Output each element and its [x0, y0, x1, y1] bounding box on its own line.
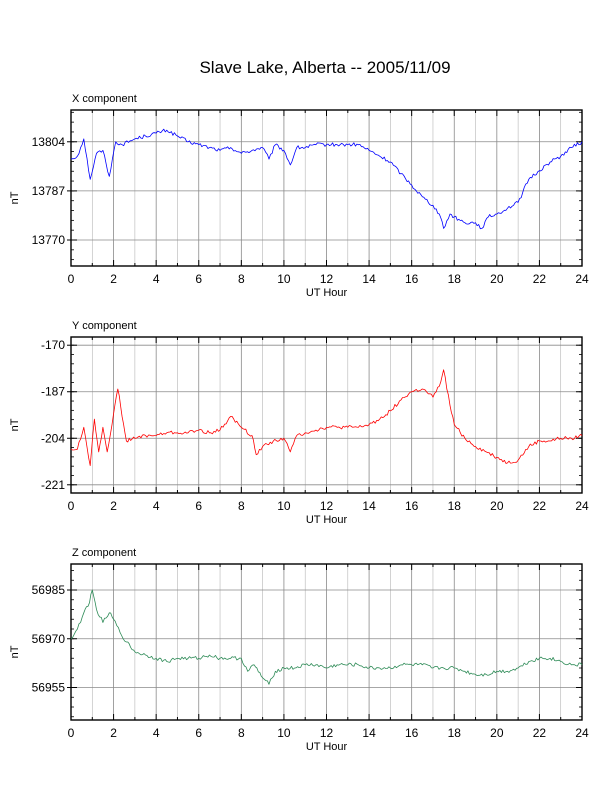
- panel-1-x-tick-label: 6: [195, 272, 202, 286]
- panel-1-y-tick-label: 13787: [32, 184, 66, 198]
- panel-2-x-axis-title: UT Hour: [306, 514, 348, 526]
- panel-1-y-tick-label: 13770: [32, 233, 66, 247]
- panel-2-y-tick-label: -221: [41, 478, 65, 492]
- panel-3-x-tick-label: 18: [448, 726, 462, 740]
- panel-2-x-tick-label: 4: [153, 499, 160, 513]
- panel-2-y-axis-title: nT: [9, 418, 21, 431]
- panel-2-y-tick-label: -204: [41, 431, 65, 445]
- panel-1-x-axis-title: UT Hour: [306, 287, 348, 299]
- panel-3-x-tick-label: 24: [575, 726, 589, 740]
- panel-1-series-line: [70, 128, 583, 230]
- panel-1-x-tick-label: 2: [110, 272, 117, 286]
- panel-3-series-line: [70, 589, 583, 685]
- panel-3-x-tick-label: 10: [277, 726, 291, 740]
- panel-1-y-tick-label: 13804: [32, 135, 66, 149]
- panel-2-x-tick-label: 14: [362, 499, 376, 513]
- panel-3-x-tick-label: 12: [320, 726, 334, 740]
- panel-2-x-tick-label: 8: [238, 499, 245, 513]
- panel-1-x-tick-label: 4: [153, 272, 160, 286]
- panel-1-title: X component: [72, 93, 137, 105]
- panel-3-x-tick-label: 4: [153, 726, 160, 740]
- panel-2-x-tick-label: 12: [320, 499, 334, 513]
- panel-2-x-tick-label: 2: [110, 499, 117, 513]
- panel-1-x-tick-label: 10: [277, 272, 291, 286]
- panel-2-x-tick-label: 10: [277, 499, 291, 513]
- panel-3-y-tick-label: 56955: [32, 681, 66, 695]
- panel-2-y-tick-label: -170: [41, 338, 65, 352]
- panel-1-x-tick-label: 22: [533, 272, 547, 286]
- panel-2-title: Y component: [72, 320, 137, 332]
- panel-1-x-tick-label: 16: [405, 272, 419, 286]
- panel-2-x-tick-label: 18: [448, 499, 462, 513]
- panel-2-x-tick-label: 20: [490, 499, 504, 513]
- panel-1-x-tick-label: 20: [490, 272, 504, 286]
- panel-2-x-tick-label: 22: [533, 499, 547, 513]
- panel-2-x-tick-label: 16: [405, 499, 419, 513]
- panel-3-x-tick-label: 14: [362, 726, 376, 740]
- panel-3-x-tick-label: 20: [490, 726, 504, 740]
- panel-1-x-tick-label: 12: [320, 272, 334, 286]
- panel-1-x-tick-label: 18: [448, 272, 462, 286]
- panel-3-y-tick-label: 56970: [32, 632, 66, 646]
- panel-1-x-tick-label: 14: [362, 272, 376, 286]
- panel-3-title: Z component: [72, 547, 136, 559]
- panel-1-x-tick-label: 24: [575, 272, 589, 286]
- panel-1-y-axis-title: nT: [9, 191, 21, 204]
- panel-3-y-tick-label: 56985: [32, 583, 66, 597]
- panel-3-x-axis-title: UT Hour: [306, 741, 348, 753]
- panel-2-series-line: [70, 369, 583, 467]
- panel-3-x-tick-label: 0: [68, 726, 75, 740]
- panel-3-x-tick-label: 8: [238, 726, 245, 740]
- panel-1-x-tick-label: 8: [238, 272, 245, 286]
- panel-3-x-tick-label: 22: [533, 726, 547, 740]
- panel-3-x-tick-label: 2: [110, 726, 117, 740]
- panel-1-x-tick-label: 0: [68, 272, 75, 286]
- panel-2-x-tick-label: 24: [575, 499, 589, 513]
- panel-2-x-tick-label: 0: [68, 499, 75, 513]
- panel-2-y-tick-label: -187: [41, 385, 65, 399]
- panel-3-y-axis-title: nT: [9, 645, 21, 658]
- panel-3-x-tick-label: 16: [405, 726, 419, 740]
- panel-2-x-tick-label: 6: [195, 499, 202, 513]
- panel-3-x-tick-label: 6: [195, 726, 202, 740]
- chart-title: Slave Lake, Alberta -- 2005/11/09: [199, 58, 451, 77]
